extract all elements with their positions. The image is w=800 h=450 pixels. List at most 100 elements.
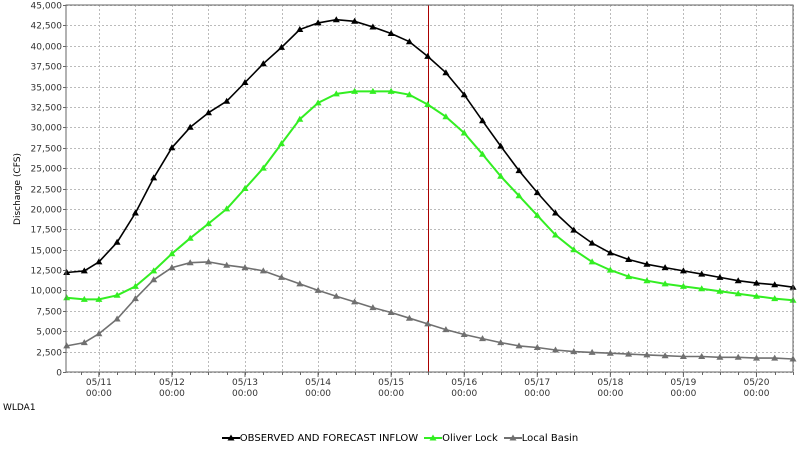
data-point (63, 269, 71, 275)
x-tick-time: 00:00 (159, 389, 185, 399)
data-point (588, 239, 596, 246)
y-tick-label: 7,500 (36, 308, 62, 318)
data-point (661, 264, 669, 271)
data-point (771, 281, 779, 288)
data-point (698, 270, 706, 277)
data-point (150, 267, 158, 274)
data-point (387, 30, 395, 36)
data-point (387, 87, 395, 94)
x-tick-date: 05/15 (378, 378, 404, 388)
data-point (625, 256, 633, 262)
data-point (679, 353, 687, 359)
data-point (570, 348, 578, 355)
y-tick-label: 37,500 (31, 63, 63, 73)
data-point (150, 276, 158, 283)
data-point (606, 249, 614, 256)
data-point (80, 295, 88, 302)
data-point (570, 246, 578, 253)
data-point (479, 117, 486, 124)
data-point (278, 43, 285, 50)
data-point (95, 295, 103, 302)
y-tick-label: 42,500 (31, 22, 63, 32)
legend-swatch (221, 434, 240, 441)
data-point (533, 211, 541, 218)
data-point (241, 185, 249, 191)
y-tick-label: 0 (56, 369, 62, 379)
x-tick-time: 00:00 (451, 389, 477, 399)
data-point (625, 350, 633, 357)
data-point (424, 320, 432, 327)
data-point (63, 294, 71, 301)
data-point (679, 267, 687, 274)
data-point (643, 277, 651, 284)
data-point (168, 250, 176, 257)
y-tick-label: 10,000 (31, 287, 63, 297)
data-point (424, 101, 432, 107)
data-point (460, 91, 468, 98)
data-point (241, 79, 249, 85)
data-point (278, 273, 285, 280)
x-tick-time: 00:00 (670, 389, 696, 399)
data-point (479, 335, 486, 342)
x-tick-date: 05/11 (86, 378, 112, 388)
data-point (205, 258, 212, 265)
data-point (643, 351, 651, 358)
data-point (369, 304, 377, 311)
x-tick-time: 00:00 (524, 389, 550, 399)
series-local-basin (63, 258, 797, 362)
data-point (734, 290, 742, 297)
data-point (606, 266, 614, 273)
data-point (552, 231, 559, 238)
data-point (296, 280, 304, 287)
data-point (95, 258, 103, 265)
data-point (442, 326, 450, 333)
y-tick-label: 17,500 (31, 226, 63, 236)
legend-swatch (424, 434, 443, 441)
data-point (296, 26, 304, 32)
data-point (515, 192, 523, 199)
data-point (753, 354, 760, 361)
data-point (479, 150, 486, 157)
x-tick-date: 05/20 (743, 378, 769, 388)
data-point (113, 291, 121, 298)
data-point (661, 352, 669, 359)
data-point (205, 109, 212, 116)
data-point (716, 273, 724, 280)
y-tick-label: 35,000 (31, 84, 63, 94)
data-point (643, 260, 651, 267)
data-point (460, 129, 468, 136)
legend-item-oliver-lock: Oliver Lock (424, 433, 498, 444)
y-tick-label: 2,500 (36, 349, 62, 359)
data-point (734, 277, 742, 284)
series-oliver-lock (63, 87, 797, 303)
data-point (533, 344, 541, 350)
plot-area (66, 5, 793, 372)
data-point (405, 38, 413, 45)
data-point (113, 315, 121, 322)
plot-border (65, 4, 794, 373)
data-point (131, 209, 139, 216)
data-point (515, 342, 523, 349)
x-tick-date: 05/18 (597, 378, 623, 388)
data-point (442, 113, 450, 120)
data-point (150, 174, 158, 181)
series-observed-and-forecast-inflow (63, 16, 797, 290)
data-point (314, 19, 322, 26)
y-tick-label: 22,500 (31, 186, 63, 196)
data-point (679, 282, 687, 289)
data-point (497, 172, 505, 179)
legend-swatch (503, 434, 522, 441)
data-point (387, 309, 395, 315)
data-point (186, 123, 194, 130)
data-point (131, 295, 139, 302)
x-tick-time: 00:00 (86, 389, 112, 399)
data-point (698, 353, 706, 359)
y-tick-label: 5,000 (36, 328, 62, 338)
data-point (332, 90, 340, 97)
data-point (314, 99, 322, 106)
x-tick-time: 00:00 (305, 389, 331, 399)
data-point (369, 23, 377, 30)
x-tick-date: 05/12 (159, 378, 185, 388)
data-point (63, 342, 71, 349)
data-point (168, 144, 176, 151)
